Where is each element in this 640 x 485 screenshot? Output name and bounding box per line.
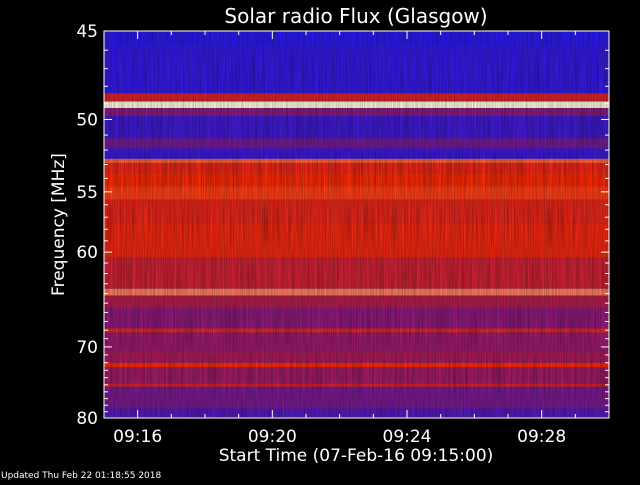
plot-area bbox=[103, 30, 610, 419]
x-tick-label: 09:24 bbox=[383, 427, 432, 447]
y-tick-label: 60 bbox=[76, 243, 98, 263]
x-axis: 09:16 09:20 09:24 09:28 bbox=[103, 31, 610, 447]
y-tick-label: 45 bbox=[76, 22, 98, 42]
x-tick-label: 09:16 bbox=[113, 427, 162, 447]
y-tick-label: 80 bbox=[76, 409, 98, 429]
y-axis-label: Frequency [MHz] bbox=[49, 153, 69, 296]
y-tick-label: 70 bbox=[76, 338, 98, 358]
x-axis-label: Start Time (07-Feb-16 09:15:00) bbox=[219, 446, 494, 466]
x-tick-label: 09:20 bbox=[248, 427, 297, 447]
x-tick-label: 09:28 bbox=[517, 427, 566, 447]
y-tick-label: 50 bbox=[76, 110, 98, 130]
chart-title: Solar radio Flux (Glasgow) bbox=[224, 4, 487, 28]
updated-footer: Updated Thu Feb 22 01:18:55 2018 bbox=[1, 471, 162, 480]
plot-frame bbox=[103, 30, 610, 419]
y-tick-label: 55 bbox=[76, 183, 98, 203]
y-axis: 45 50 55 60 70 80 bbox=[76, 22, 609, 429]
noise-texture bbox=[104, 31, 609, 418]
